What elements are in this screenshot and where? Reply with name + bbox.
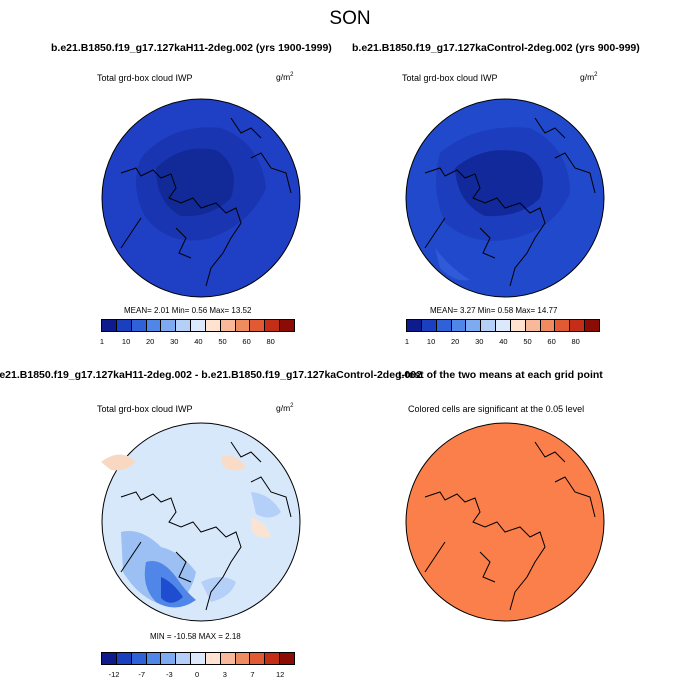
colorbar-tick-label: 1 (404, 337, 410, 346)
colorbar-swatch (176, 653, 192, 664)
colorbar-tick-label: 20 (451, 337, 460, 346)
colorbar-swatch (116, 653, 132, 664)
colorbar-tick-label: 50 (523, 337, 532, 346)
panel-a-region-low (156, 148, 234, 217)
panel-c-region-g (221, 455, 246, 471)
panel-c-map-disk (101, 422, 301, 622)
colorbar-swatch (146, 320, 162, 331)
panel-d-map-disk (405, 422, 605, 622)
colorbar-swatch (220, 653, 236, 664)
colorbar-tick-label: 40 (499, 337, 508, 346)
colorbar-swatch (436, 320, 452, 331)
colorbar-tick-label: 10 (121, 337, 131, 346)
colorbar-swatch (555, 320, 571, 331)
colorbar-swatch (510, 320, 526, 331)
colorbar-tick-label: 12 (276, 670, 285, 679)
colorbar-swatch (265, 653, 281, 664)
colorbar-swatch (102, 653, 117, 664)
colorbar-tick-label: 10 (426, 337, 436, 346)
colorbar-tick-label: -7 (138, 670, 146, 679)
colorbar-swatch (481, 320, 497, 331)
colorbar-swatch (220, 320, 236, 331)
panel-a-unit: g/m2 (276, 72, 294, 82)
colorbar-tick-label: 30 (475, 337, 484, 346)
colorbar-swatch (265, 320, 281, 331)
panel-c-region-f (101, 454, 136, 471)
colorbar-swatch (250, 320, 266, 331)
panel-c-diff-title: b.e21.B1850.f19_g17.127kaH11-2deg.002 - … (0, 369, 422, 381)
colorbar-swatch (191, 320, 206, 331)
colorbar-swatch (407, 320, 422, 331)
panel-c-region-e (251, 492, 281, 518)
panel-b-run-title: b.e21.B1850.f19_g17.127kaControl-2deg.00… (352, 42, 640, 54)
panel-b-coastlines (424, 117, 596, 287)
panel-b-unit: g/m2 (580, 72, 598, 82)
panel-a-coastlines (120, 117, 292, 287)
panel-a-variable-label: Total grd-box cloud IWP (97, 73, 193, 83)
panel-b-stats: MEAN= 3.27 Min= 0.58 Max= 14.77 (430, 306, 558, 315)
colorbar-swatch (466, 320, 482, 331)
colorbar-tick-label: 7 (250, 670, 255, 679)
panel-d-coastlines (424, 441, 596, 611)
colorbar-swatch (176, 320, 192, 331)
colorbar-swatch (525, 320, 541, 331)
colorbar-tick-label: 1 (99, 337, 105, 346)
colorbar-tick-label: 60 (242, 337, 251, 346)
panel-d-map (405, 422, 605, 622)
panel-d-significance-label: Colored cells are significant at the 0.0… (408, 404, 585, 414)
panel-a-colorbar (101, 319, 295, 332)
panel-a-run-title: b.e21.B1850.f19_g17.127kaH11-2deg.002 (y… (51, 42, 332, 54)
colorbar-swatch (570, 320, 586, 331)
colorbar-tick-label: 30 (170, 337, 179, 346)
colorbar-swatch (131, 653, 147, 664)
colorbar-swatch (585, 320, 599, 331)
panel-c-variable-label: Total grd-box cloud IWP (97, 404, 193, 414)
colorbar-swatch (116, 320, 132, 331)
panel-b-variable-label: Total grd-box cloud IWP (402, 73, 498, 83)
panel-c-region-h (251, 517, 271, 538)
panel-b-map (405, 98, 605, 298)
season-title: SON (329, 8, 371, 29)
colorbar-swatch (205, 320, 221, 331)
panel-d-ttest-title: t-test of the two means at each grid poi… (398, 369, 603, 381)
colorbar-swatch (540, 320, 556, 331)
panel-c-region-c (161, 577, 183, 603)
colorbar-tick-label: -12 (108, 670, 120, 679)
colorbar-swatch (131, 320, 147, 331)
panel-b-region-high (435, 248, 470, 281)
colorbar-tick-label: 0 (195, 670, 200, 679)
panel-b-colorbar (406, 319, 600, 332)
panel-a-map (101, 98, 301, 298)
colorbar-swatch (496, 320, 511, 331)
colorbar-swatch (205, 653, 221, 664)
colorbar-swatch (280, 320, 294, 331)
colorbar-tick-label: 60 (547, 337, 556, 346)
panel-c-stats: MIN = -10.58 MAX = 2.18 (150, 632, 241, 641)
panel-a-stats: MEAN= 2.01 Min= 0.56 Max= 13.52 (124, 306, 252, 315)
colorbar-tick-label: 20 (146, 337, 155, 346)
colorbar-tick-label: 3 (222, 670, 227, 679)
colorbar-swatch (161, 320, 177, 331)
panel-c-coastlines (120, 441, 292, 611)
colorbar-swatch (191, 653, 206, 664)
panel-c-unit: g/m2 (276, 403, 294, 413)
colorbar-swatch (102, 320, 117, 331)
colorbar-swatch (235, 320, 251, 331)
colorbar-tick-label: 80 (571, 337, 580, 346)
colorbar-swatch (421, 320, 437, 331)
colorbar-swatch (250, 653, 266, 664)
panel-c-colorbar (101, 652, 295, 665)
colorbar-tick-label: 50 (218, 337, 227, 346)
colorbar-swatch (280, 653, 294, 664)
colorbar-swatch (451, 320, 467, 331)
colorbar-tick-label: 80 (266, 337, 275, 346)
colorbar-swatch (235, 653, 251, 664)
panel-c-map (101, 422, 301, 622)
colorbar-tick-label: -3 (166, 670, 173, 679)
colorbar-swatch (161, 653, 177, 664)
colorbar-swatch (146, 653, 162, 664)
colorbar-tick-label: 40 (194, 337, 203, 346)
